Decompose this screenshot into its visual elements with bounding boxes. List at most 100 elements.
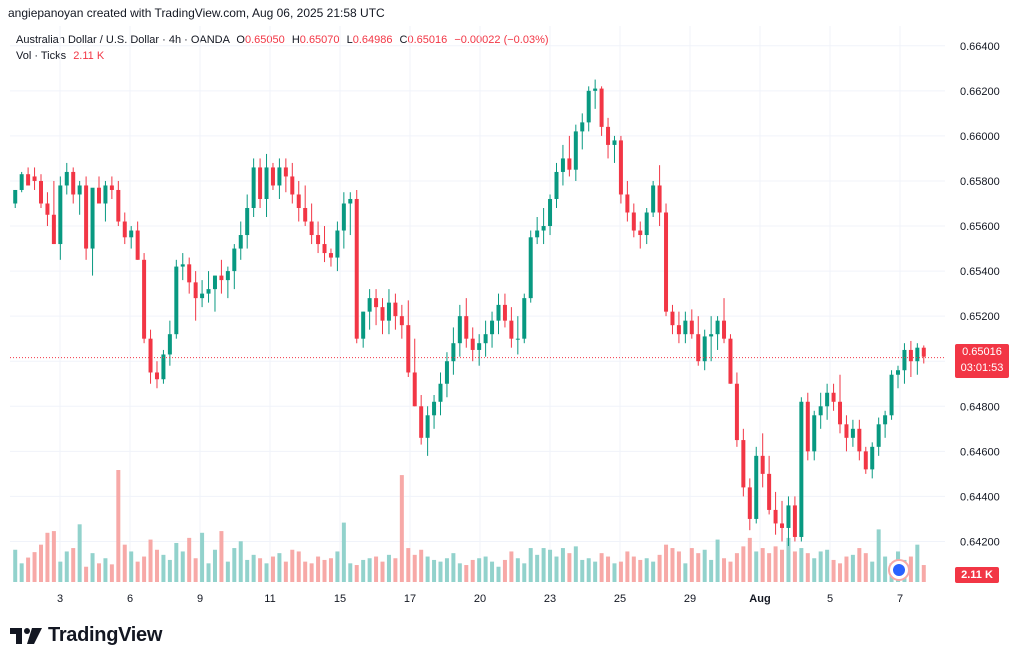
volume-bar [470, 559, 475, 582]
volume-bar [71, 548, 76, 582]
candle-body [483, 334, 488, 344]
volume-bar [309, 563, 314, 582]
candle-body [51, 214, 56, 245]
volume-bar [483, 556, 488, 582]
candle-body [786, 505, 791, 528]
candle-body [309, 221, 314, 236]
volume-bar [51, 531, 56, 582]
candle-body [96, 187, 101, 204]
candle-body [657, 185, 662, 213]
volume-bar [676, 551, 681, 582]
x-tick-label: 11 [264, 593, 275, 605]
candles [13, 79, 926, 546]
volume-bar [554, 556, 559, 582]
volume-bar [599, 553, 604, 582]
volume-bar [354, 565, 359, 582]
volume-bar [457, 563, 462, 582]
price-chart[interactable]: 0.66400 0.66200 0.66000 0.65800 0.65600 0.654… [0, 26, 1024, 610]
y-tick-label: 0.66200 [960, 86, 1000, 98]
candle-body [838, 401, 843, 425]
candle-body [496, 304, 501, 321]
replay-icon[interactable] [888, 559, 910, 581]
x-tick-label: 5 [827, 593, 833, 605]
low-value: 0.64986 [352, 34, 393, 46]
volume-bars [13, 470, 926, 582]
volume-bar [509, 551, 514, 582]
volume-bar [548, 549, 553, 582]
volume-bar [135, 561, 140, 582]
volume-bar [915, 544, 920, 582]
candle-body [283, 167, 288, 177]
tradingview-brand[interactable]: TradingView [10, 624, 162, 647]
candle-body [921, 347, 926, 357]
volume-label[interactable]: Vol · Ticks [16, 50, 67, 62]
volume-bar [515, 558, 520, 582]
candle-body [528, 237, 533, 299]
volume-bar [219, 531, 224, 582]
candle-body [277, 167, 282, 186]
volume-bar [844, 556, 849, 582]
candle-body [161, 354, 166, 380]
candle-body [187, 264, 192, 283]
price-axis[interactable]: 0.66400 0.66200 0.66000 0.65800 0.65600 0.654… [960, 41, 1000, 549]
volume-bar [26, 557, 31, 582]
candle-body [857, 428, 862, 452]
candle-body [883, 415, 888, 425]
volume-bar [876, 529, 881, 582]
high-label: H [291, 34, 300, 46]
symbol-name[interactable]: Australian Dollar / U.S. Dollar · 4h · O… [16, 34, 230, 46]
volume-bar [760, 548, 765, 582]
volume-bar [683, 563, 688, 582]
candle-body [850, 428, 855, 438]
candle-body [180, 264, 185, 267]
volume-bar [638, 559, 643, 582]
candle-body [290, 176, 295, 195]
candle-body [109, 185, 114, 190]
volume-bar [432, 559, 437, 582]
candle-body [206, 289, 211, 294]
candle-body [45, 203, 50, 215]
y-tick-label: 0.65800 [960, 176, 1000, 188]
candle-body [593, 88, 598, 91]
candle-body [580, 122, 585, 132]
volume-bar [818, 551, 823, 582]
candle-body [676, 325, 681, 335]
candle-body [26, 174, 31, 186]
candle-body [361, 311, 366, 339]
volume-bar [399, 475, 404, 582]
candle-body [908, 349, 913, 362]
candle-body [238, 235, 243, 249]
x-tick-label: 3 [57, 593, 63, 605]
low-label: L [346, 34, 353, 46]
volume-bar [593, 561, 598, 582]
volume-bar [812, 558, 817, 582]
volume-bar [109, 564, 114, 582]
volume-bar [908, 556, 913, 582]
candle-body [599, 88, 604, 127]
volume-bar [496, 566, 501, 582]
volume-bar [425, 556, 430, 582]
chart-legend: Australian Dollar / U.S. Dollar · 4h · O… [16, 32, 549, 64]
volume-bar [148, 539, 153, 582]
candle-body [792, 505, 797, 537]
volume-bar [792, 551, 797, 582]
chart-credit: angiepanoyan created with TradingView.co… [8, 6, 385, 20]
time-axis[interactable]: 3 6 9 11 15 17 20 23 25 29 Aug 5 7 [57, 593, 903, 605]
candle-body [702, 336, 707, 362]
volume-bar [19, 563, 24, 582]
volume-tag: 2.11 K [955, 567, 999, 583]
candle-body [419, 406, 424, 438]
volume-bar [187, 537, 192, 582]
candle-body [728, 338, 733, 384]
candle-body [58, 185, 63, 245]
volume-bar [664, 544, 669, 582]
volume-bar [419, 549, 424, 582]
volume-bar [200, 532, 205, 582]
volume-bar [348, 563, 353, 582]
volume-bar [245, 559, 250, 582]
candle-body [425, 415, 430, 438]
candle-body [651, 185, 656, 213]
volume-bar [180, 551, 185, 582]
volume-bar [96, 563, 101, 582]
volume-bar [103, 558, 108, 582]
